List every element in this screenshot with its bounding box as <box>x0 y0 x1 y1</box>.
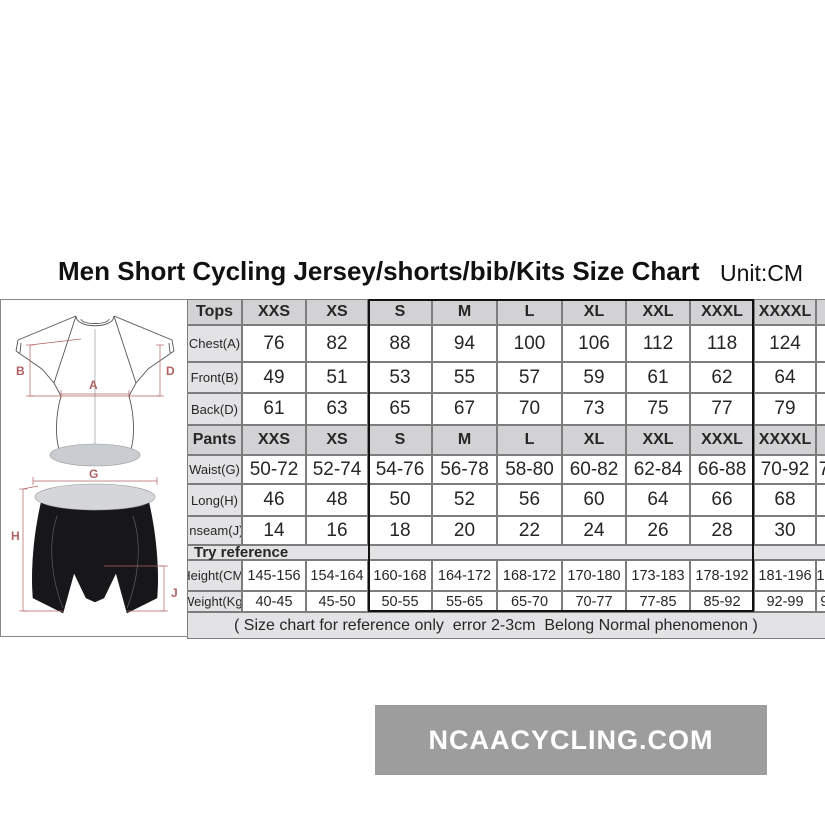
svg-text:H: H <box>11 529 20 543</box>
svg-text:B: B <box>16 364 25 378</box>
svg-text:A: A <box>89 378 98 392</box>
svg-text:G: G <box>89 467 98 481</box>
svg-text:J: J <box>171 586 178 600</box>
svg-text:D: D <box>166 364 175 378</box>
